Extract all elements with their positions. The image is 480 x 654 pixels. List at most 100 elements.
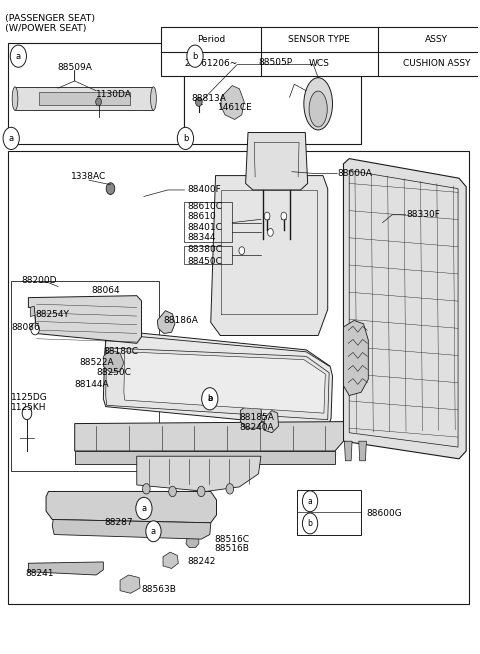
Text: 88250C: 88250C — [96, 368, 131, 377]
Text: 88064: 88064 — [91, 286, 120, 295]
Circle shape — [136, 497, 152, 519]
Polygon shape — [30, 306, 35, 317]
Text: 88450C: 88450C — [187, 256, 222, 266]
Text: 88401C: 88401C — [187, 222, 222, 232]
Polygon shape — [124, 352, 325, 413]
Text: a: a — [308, 497, 312, 506]
Polygon shape — [157, 311, 175, 334]
Polygon shape — [220, 86, 244, 120]
Polygon shape — [137, 456, 261, 491]
Ellipse shape — [309, 91, 327, 127]
Polygon shape — [211, 175, 328, 336]
Text: 88200D: 88200D — [21, 275, 57, 284]
Text: 88185A: 88185A — [240, 413, 274, 422]
Text: 88380C: 88380C — [187, 245, 222, 254]
Bar — [184, 246, 232, 264]
Polygon shape — [106, 348, 329, 420]
Bar — [15, 87, 154, 111]
Circle shape — [22, 407, 32, 420]
Polygon shape — [344, 159, 466, 459]
Text: a: a — [9, 134, 14, 143]
Text: 1125KH: 1125KH — [11, 404, 47, 413]
Circle shape — [195, 97, 202, 107]
Bar — [184, 201, 232, 242]
Bar — [8, 151, 468, 604]
Circle shape — [267, 228, 273, 236]
Polygon shape — [120, 575, 140, 593]
Text: a: a — [151, 526, 156, 536]
Text: b: b — [308, 519, 312, 528]
Ellipse shape — [304, 78, 333, 130]
Circle shape — [197, 486, 205, 496]
Polygon shape — [75, 422, 344, 451]
Bar — [8, 43, 184, 145]
Text: 88240A: 88240A — [240, 423, 274, 432]
Text: 88563B: 88563B — [142, 585, 177, 594]
Bar — [297, 490, 361, 534]
Bar — [161, 27, 480, 77]
Polygon shape — [52, 519, 211, 539]
Ellipse shape — [151, 87, 156, 111]
Polygon shape — [103, 350, 124, 373]
Circle shape — [226, 483, 234, 494]
Text: 88516C: 88516C — [215, 534, 250, 543]
Polygon shape — [103, 330, 333, 428]
Circle shape — [187, 45, 203, 67]
Text: 88287: 88287 — [105, 518, 133, 527]
Text: 88522A: 88522A — [80, 358, 114, 368]
Text: 88180C: 88180C — [103, 347, 138, 356]
Circle shape — [143, 483, 150, 494]
Circle shape — [302, 490, 318, 511]
Circle shape — [302, 513, 318, 534]
Polygon shape — [28, 562, 103, 575]
Text: 88241: 88241 — [25, 569, 54, 578]
Text: 88813A: 88813A — [192, 94, 227, 103]
Text: 88344: 88344 — [187, 233, 216, 242]
Circle shape — [264, 212, 270, 220]
Polygon shape — [345, 441, 352, 461]
Text: (PASSENGER SEAT): (PASSENGER SEAT) — [5, 14, 96, 23]
Circle shape — [177, 128, 193, 150]
Text: a: a — [16, 52, 21, 61]
Circle shape — [3, 128, 19, 150]
Text: 88254Y: 88254Y — [35, 310, 69, 319]
Polygon shape — [246, 133, 308, 190]
Text: 88509A: 88509A — [57, 63, 92, 73]
Bar — [11, 281, 159, 471]
Text: 88610C: 88610C — [187, 202, 222, 211]
Text: 88610: 88610 — [187, 212, 216, 221]
Circle shape — [146, 521, 161, 542]
Circle shape — [106, 182, 115, 194]
Polygon shape — [28, 296, 142, 343]
Text: 1461CE: 1461CE — [218, 103, 252, 112]
Text: 88600G: 88600G — [366, 509, 402, 518]
Text: b: b — [192, 52, 198, 61]
Text: 88186A: 88186A — [163, 316, 198, 325]
Polygon shape — [75, 451, 335, 464]
Polygon shape — [264, 411, 278, 433]
Text: 88505P: 88505P — [258, 58, 292, 67]
Circle shape — [10, 45, 26, 67]
Text: SENSOR TYPE: SENSOR TYPE — [288, 35, 350, 44]
Polygon shape — [344, 320, 368, 396]
Text: 88242: 88242 — [187, 557, 215, 566]
Text: 88516B: 88516B — [215, 544, 250, 553]
Text: (W/POWER SEAT): (W/POWER SEAT) — [5, 24, 87, 33]
Circle shape — [239, 247, 245, 254]
Polygon shape — [46, 491, 216, 523]
Text: Period: Period — [197, 35, 225, 44]
Circle shape — [96, 98, 101, 106]
Circle shape — [169, 486, 176, 496]
Text: 1338AC: 1338AC — [72, 173, 107, 181]
Bar — [184, 43, 361, 145]
Text: 88086: 88086 — [11, 323, 40, 332]
Polygon shape — [163, 552, 178, 568]
Text: 1125DG: 1125DG — [11, 393, 48, 402]
Text: a: a — [141, 504, 146, 513]
Text: ASSY: ASSY — [425, 35, 448, 44]
Circle shape — [31, 323, 39, 335]
Text: CUSHION ASSY: CUSHION ASSY — [403, 60, 470, 69]
Text: b: b — [183, 134, 188, 143]
Text: b: b — [207, 394, 213, 404]
Text: 88330F: 88330F — [407, 210, 440, 219]
